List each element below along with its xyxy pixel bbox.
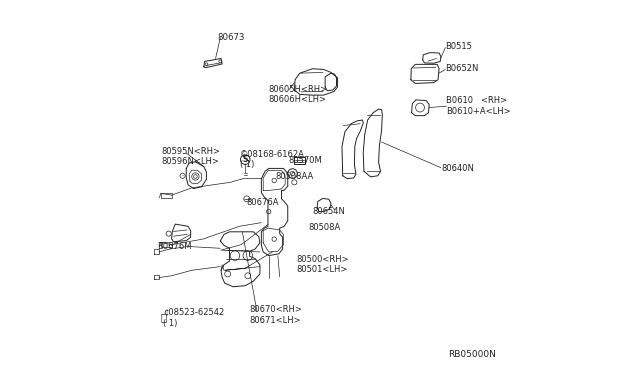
Text: 80673: 80673 xyxy=(218,33,245,42)
Text: B0652N: B0652N xyxy=(445,64,479,73)
Text: ©08168-6162A
( 1): ©08168-6162A ( 1) xyxy=(240,150,305,169)
Text: ·: · xyxy=(182,173,184,179)
Text: 80508AA: 80508AA xyxy=(275,171,314,181)
Text: 80670<RH>
80671<LH>: 80670<RH> 80671<LH> xyxy=(250,305,303,325)
Text: 80640N: 80640N xyxy=(441,164,474,173)
Text: B0676M: B0676M xyxy=(157,242,191,251)
Text: 80676A: 80676A xyxy=(246,198,279,207)
Text: 80508A: 80508A xyxy=(308,222,340,231)
Text: S: S xyxy=(243,155,248,164)
Bar xyxy=(294,157,305,164)
Text: B0515: B0515 xyxy=(445,42,472,51)
Text: B0610   <RH>
B0610+A<LH>: B0610 <RH> B0610+A<LH> xyxy=(447,96,511,116)
Text: 80605H<RH>
80606H<LH>: 80605H<RH> 80606H<LH> xyxy=(269,85,328,104)
Text: Ⓑ: Ⓑ xyxy=(161,312,166,322)
Text: 80595N<RH>
80596N<LH>: 80595N<RH> 80596N<LH> xyxy=(162,147,221,166)
Text: 80654N: 80654N xyxy=(312,207,345,216)
Text: 80500<RH>
80501<LH>: 80500<RH> 80501<LH> xyxy=(296,255,349,275)
Bar xyxy=(161,193,172,198)
Text: 80570M: 80570M xyxy=(289,156,323,165)
Text: RB05000N: RB05000N xyxy=(448,350,496,359)
Text: ¢08523-62542
( 1): ¢08523-62542 ( 1) xyxy=(163,308,225,328)
Bar xyxy=(161,243,172,247)
